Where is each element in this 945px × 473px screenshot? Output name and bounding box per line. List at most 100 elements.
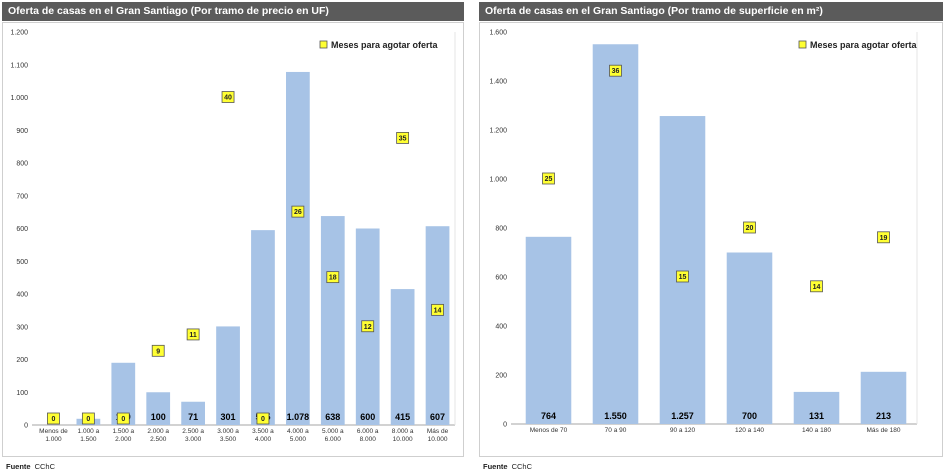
price-chart-panel: Oferta de casas en el Gran Santiago (Por… <box>0 0 466 473</box>
bar <box>390 289 415 425</box>
months-marker-label: 20 <box>746 225 754 232</box>
x-category-label: 2.500 a <box>182 428 204 435</box>
months-marker <box>743 221 756 234</box>
legend-label: Meses para agotar oferta <box>331 40 439 50</box>
bar <box>216 326 240 425</box>
price-chart: 01002003004005006007008009001.0001.1001.… <box>10 30 456 443</box>
x-category-label: 2.000 a <box>147 428 169 435</box>
bar-value-label: 700 <box>742 411 757 421</box>
x-category-label: 90 a 120 <box>670 427 696 434</box>
y-tick-label: 700 <box>16 193 28 200</box>
months-marker <box>81 412 95 425</box>
x-category-label: 10.000 <box>393 436 413 443</box>
x-category-label: 5.000 <box>290 436 307 443</box>
bar-value-label: 764 <box>541 411 556 421</box>
x-category-label: 1.000 <box>45 436 62 443</box>
x-category-label: 6.000 a <box>357 428 379 435</box>
bar-value-label: 1.257 <box>671 411 694 421</box>
bar-value-label: 638 <box>325 412 340 422</box>
surface-chart-title: Oferta de casas en el Gran Santiago (Por… <box>479 2 943 21</box>
bar <box>793 391 840 424</box>
months-marker-label: 25 <box>545 176 553 183</box>
x-category-label: 4.000 <box>255 436 272 443</box>
months-marker <box>151 344 165 357</box>
bar-value-label: 607 <box>430 412 445 422</box>
y-tick-label: 400 <box>16 292 28 299</box>
x-category-label: Menos de <box>39 428 68 435</box>
months-marker <box>676 270 689 283</box>
months-marker-label: 14 <box>434 307 442 314</box>
months-marker <box>609 64 622 77</box>
x-category-label: 6.000 <box>325 436 342 443</box>
x-category-label: 140 a 180 <box>802 427 831 434</box>
months-marker-label: 35 <box>399 135 407 142</box>
months-marker <box>396 132 410 144</box>
bar <box>425 226 450 425</box>
x-category-label: 8.000 <box>360 436 377 443</box>
x-category-label: 4.000 a <box>287 428 309 435</box>
x-category-label: Menos de 70 <box>530 427 568 434</box>
months-marker <box>877 231 890 244</box>
price-chart-source: Fuente CChC <box>6 462 55 471</box>
source-label: Fuente <box>6 462 31 471</box>
bar-value-label: 1.078 <box>287 412 310 422</box>
surface-chart-source: Fuente CChC <box>483 462 532 471</box>
y-tick-label: 100 <box>16 390 28 397</box>
y-tick-label: 1.600 <box>489 30 507 37</box>
y-tick-label: 200 <box>495 373 507 380</box>
months-marker-label: 19 <box>880 235 888 242</box>
months-marker-label: 40 <box>224 95 232 102</box>
bar-value-label: 213 <box>876 411 891 421</box>
bar-value-label: 415 <box>395 412 410 422</box>
months-marker <box>221 91 235 103</box>
x-category-label: 1.000 a <box>78 428 100 435</box>
months-marker-label: 18 <box>329 275 337 282</box>
bar-value-label: 1.550 <box>604 411 627 421</box>
x-category-label: 5.000 a <box>322 428 344 435</box>
x-category-label: 3.000 <box>185 436 202 443</box>
months-marker <box>542 172 555 185</box>
y-tick-label: 1.200 <box>489 128 507 135</box>
months-marker-label: 36 <box>612 68 620 75</box>
y-tick-label: 1.400 <box>489 79 507 86</box>
bar <box>286 71 310 425</box>
x-category-label: 2.500 <box>150 436 167 443</box>
months-marker <box>326 271 340 284</box>
months-marker <box>361 320 375 333</box>
months-marker-label: 26 <box>294 209 302 216</box>
months-marker <box>291 205 305 218</box>
surface-chart-panel: Oferta de casas en el Gran Santiago (Por… <box>477 0 945 473</box>
surface-chart: 0 200 400 600 800 1.000 1.200 1.400 1.600 764 Meno… <box>489 30 917 435</box>
months-marker <box>47 412 60 425</box>
source-label: Fuente <box>483 462 508 471</box>
source-value: CChC <box>511 462 533 471</box>
bar <box>525 236 572 424</box>
months-marker <box>186 328 200 341</box>
y-tick-label: 1.000 <box>10 95 28 102</box>
y-tick-label: 900 <box>16 128 28 135</box>
legend-marker <box>798 40 807 49</box>
x-category-label: 10.000 <box>428 436 448 443</box>
months-marker <box>256 412 270 425</box>
bar-value-label: 301 <box>221 412 236 422</box>
y-tick-label: 800 <box>16 161 28 168</box>
y-tick-label: 300 <box>16 324 28 331</box>
x-category-label: 3.000 a <box>217 428 239 435</box>
bar-value-label: 600 <box>360 412 375 422</box>
x-category-label: 2.000 <box>115 436 132 443</box>
bar <box>592 44 639 424</box>
bar <box>181 401 205 425</box>
y-tick-label: 200 <box>16 357 28 364</box>
months-marker-label: 0 <box>121 416 125 423</box>
months-marker <box>431 303 444 316</box>
y-tick-label: 0 <box>503 422 507 429</box>
months-marker-label: 0 <box>52 416 56 423</box>
y-tick-label: 1.000 <box>489 177 507 184</box>
months-marker-label: 15 <box>679 274 687 281</box>
months-marker-label: 9 <box>156 348 160 355</box>
x-category-label: 3.500 <box>220 436 237 443</box>
x-category-label: 8.000 a <box>392 428 414 435</box>
bar <box>251 230 275 425</box>
y-tick-label: 1.200 <box>10 30 28 37</box>
bar <box>726 252 773 424</box>
